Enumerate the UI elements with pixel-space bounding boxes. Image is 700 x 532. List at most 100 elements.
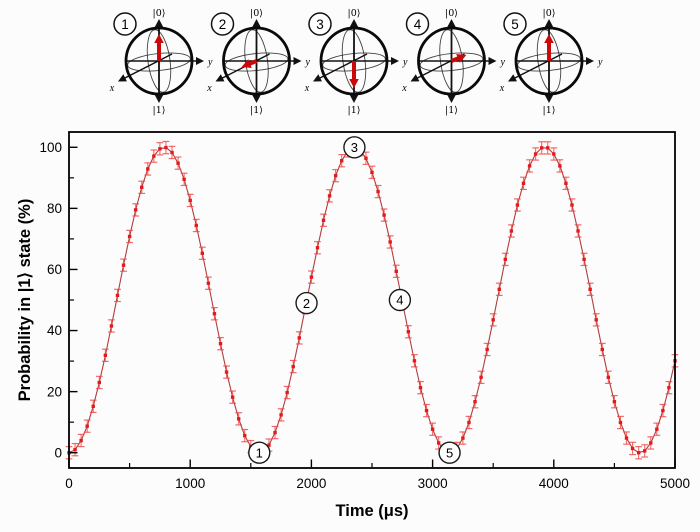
annotation-number: 5 — [446, 445, 453, 460]
y-axis-title: Probability in |1⟩ state (%) — [16, 199, 34, 402]
y-tick-label: 100 — [39, 140, 62, 155]
data-point-marker — [636, 451, 641, 455]
bloch-sphere-outline — [319, 26, 389, 96]
data-point-marker — [182, 177, 186, 182]
annotation-4: 4 — [388, 288, 412, 312]
data-point-marker — [376, 189, 380, 194]
data-point-marker — [552, 152, 556, 156]
data-point-marker — [236, 417, 241, 421]
data-point-marker — [85, 424, 89, 428]
bloch-z-down-arrowhead — [154, 95, 164, 103]
data-point-marker — [612, 400, 617, 404]
bloch-sphere-panel: x y |0⟩ |1⟩ 1 x y |0⟩ |1⟩ 2 x y |0⟩ |1⟩ 3 x y |0⟩ |1⟩ 4 x y |0… — [109, 8, 603, 116]
x-tick-label: 4000 — [539, 476, 569, 491]
bloch-sphere-2: x y |0⟩ |1⟩ 2 — [206, 8, 310, 116]
sphere-number-label: 4 — [414, 17, 422, 32]
x-tick-label: 2000 — [296, 476, 326, 491]
bloch-z-up-arrowhead — [349, 19, 359, 27]
data-point-marker — [655, 427, 659, 431]
bloch-sphere-5: x y |0⟩ |1⟩ 5 — [499, 8, 603, 116]
annotation-1: 1 — [248, 441, 271, 464]
bloch-z-down-arrowhead — [544, 95, 554, 103]
sphere-number-label: 2 — [219, 17, 227, 32]
data-point-marker — [418, 385, 423, 390]
data-point-marker — [564, 181, 568, 186]
data-point-marker — [436, 441, 441, 445]
data-point-marker — [485, 347, 489, 352]
ket-zero-label: |0⟩ — [153, 8, 166, 19]
data-point-marker — [630, 446, 635, 451]
annotation-number: 3 — [351, 140, 358, 155]
data-point-marker — [218, 341, 223, 346]
data-point-marker — [515, 203, 520, 207]
bloch-x-arrowhead — [313, 74, 322, 82]
data-point-marker — [188, 198, 192, 203]
data-point-marker — [479, 375, 483, 379]
ket-zero-label: |0⟩ — [348, 8, 361, 19]
data-point-marker — [461, 436, 465, 440]
data-point-marker — [73, 447, 77, 452]
annotation-number: 1 — [256, 445, 263, 460]
bloch-sphere-outline — [124, 26, 194, 96]
annotation-number: 4 — [396, 293, 403, 308]
data-point-marker — [267, 443, 271, 447]
data-point-marker — [606, 375, 611, 379]
sphere-number-circle — [503, 12, 527, 36]
rabi-oscillation-chart: 1 2 3 4 5 0 1000 2000 3000 4000 5000 0 20 40 60 80 100 T… — [16, 131, 690, 520]
data-point-marker — [315, 246, 320, 250]
sphere-number-circle — [405, 12, 430, 36]
data-point-marker — [370, 170, 374, 175]
annotation-circle — [343, 136, 366, 159]
state-vector-arrowhead — [241, 59, 252, 69]
meridian-ellipse — [341, 29, 367, 93]
data-point-marker — [91, 404, 95, 408]
bloch-z-down-arrowhead — [447, 95, 456, 103]
data-point-marker — [388, 240, 392, 244]
annotation-circle — [248, 441, 271, 464]
data-point-marker — [158, 147, 162, 151]
data-point-marker — [533, 152, 538, 156]
sphere-number-circle — [210, 12, 235, 36]
data-point-marker — [424, 408, 429, 413]
sphere-number-circle — [113, 12, 137, 36]
data-point-marker — [643, 449, 647, 453]
data-point-marker — [546, 146, 550, 150]
state-vector-arrowhead — [349, 79, 359, 89]
bloch-sphere-1: x y |0⟩ |1⟩ 1 — [109, 8, 213, 116]
bloch-x-axis-label: x — [499, 83, 505, 94]
data-point-marker — [206, 281, 211, 285]
meridian-ellipse — [536, 29, 562, 93]
data-point-marker — [661, 408, 665, 413]
x-tick-label: 3000 — [418, 476, 448, 491]
data-point-marker — [327, 194, 332, 198]
state-vector-arrowhead — [456, 53, 467, 63]
bloch-y-axis-label: y — [207, 57, 213, 68]
data-point-marker — [243, 433, 247, 438]
data-point-marker — [170, 150, 174, 155]
bloch-sphere-outline — [222, 26, 291, 96]
data-point-marker — [164, 145, 168, 150]
data-point-marker — [491, 318, 495, 322]
annotation-2: 2 — [295, 291, 318, 315]
bloch-z-down-arrowhead — [349, 95, 359, 103]
data-point-marker — [406, 330, 411, 334]
data-point-marker — [340, 159, 344, 163]
x-axis-title: Time (μs) — [335, 502, 408, 520]
bloch-z-up-arrowhead — [154, 19, 164, 27]
data-point-marker — [127, 234, 132, 239]
data-point-marker — [115, 293, 120, 298]
data-point-marker — [582, 257, 586, 262]
data-point-marker — [430, 427, 435, 431]
bloch-y-arrowhead — [293, 57, 302, 65]
bloch-x-arrowhead — [410, 74, 420, 82]
data-point-marker — [576, 229, 580, 233]
bloch-z-up-arrowhead — [252, 19, 261, 27]
bloch-sphere-outline — [514, 26, 584, 96]
data-point-marker — [570, 203, 574, 207]
x-tick-label: 5000 — [660, 476, 690, 491]
data-point-marker — [509, 229, 514, 233]
ket-zero-label: |0⟩ — [543, 8, 556, 19]
bloch-y-arrowhead — [196, 57, 204, 65]
chart-plot-area: 1 2 3 4 5 0 1000 2000 3000 4000 5000 0 20 40 60 80 100 — [39, 131, 690, 491]
data-point-marker — [594, 318, 598, 322]
